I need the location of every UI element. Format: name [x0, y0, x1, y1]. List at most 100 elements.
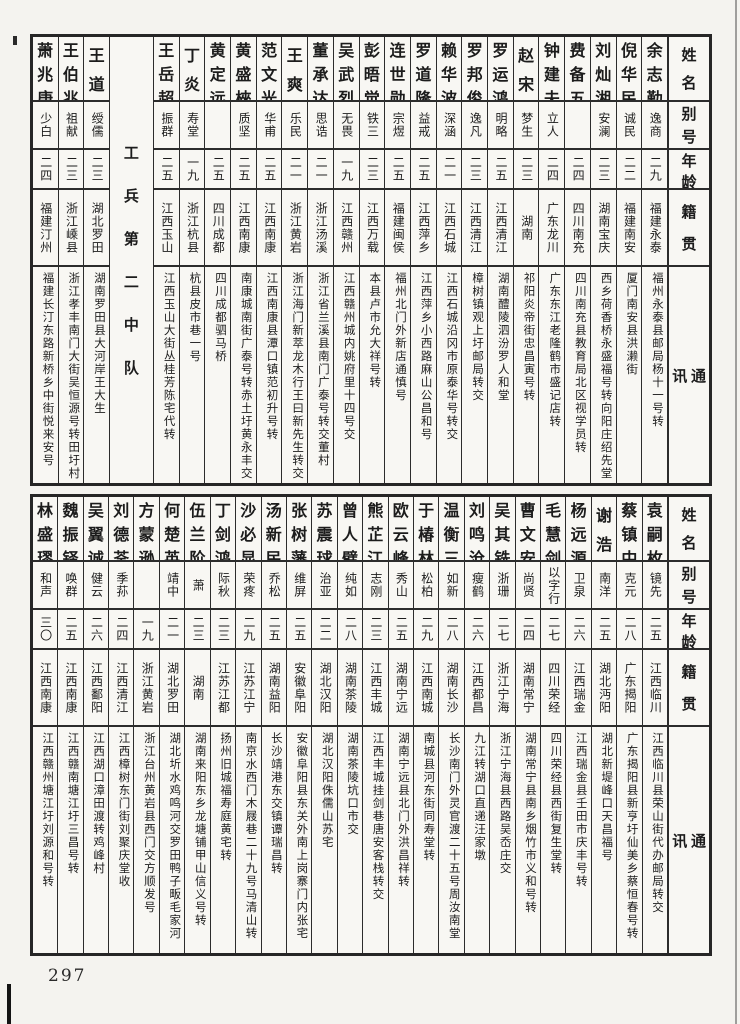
alias-cell: [205, 100, 231, 148]
alias-cell-text: 振群: [159, 112, 174, 138]
alias-cell-text: 镜先: [648, 572, 663, 598]
age-cell-text: 二八: [622, 616, 637, 642]
age-cell: 二五: [231, 148, 256, 188]
origin-cell: 湖北沔阳: [591, 648, 617, 725]
age-cell-text: 二四: [114, 616, 129, 642]
origin-cell-text: 江西清江: [494, 201, 509, 254]
origin-cell-text: 四川成都: [211, 201, 226, 254]
name-cell: 倪华民: [617, 37, 642, 100]
alias-cell: [565, 100, 590, 148]
age-cell: 二四: [565, 148, 590, 188]
origin-cell-text: 浙江汤溪: [314, 201, 329, 254]
alias-cell: 深涵: [436, 100, 462, 148]
address-cell: 浙江省兰溪县南门广泰号转交董村: [308, 265, 333, 483]
char-stack: 赖华波: [441, 41, 458, 100]
alias-cell-text: 逸凡: [468, 112, 483, 138]
origin-cell-text: 江西瑞金: [572, 661, 587, 714]
person-column: 苏震球治亚 二二 湖北汉阳 湖北汉阳侏儒山苏宅: [312, 497, 338, 953]
age-cell: 二六: [464, 608, 490, 648]
age-cell: 二五: [286, 608, 312, 648]
char-stack: 钟建夫: [543, 41, 560, 100]
unit-divider-label: 工兵第二中队: [123, 144, 139, 377]
char-stack: 倪华民: [620, 41, 637, 100]
age-cell-text: 二二: [622, 156, 637, 182]
alias-cell-text: 以字行: [546, 565, 561, 605]
alias-cell-text: 尚贤: [521, 572, 536, 598]
char-stack: 罗道隆: [415, 41, 432, 100]
alias-cell-text: 纯如: [343, 572, 358, 598]
address-cell: 湖南来阳东乡龙塘铺甲山信义号转: [185, 725, 210, 953]
age-cell-text: 二一: [442, 156, 457, 182]
char-stack: 谢浩: [595, 506, 612, 554]
char-stack: 沙必显: [240, 501, 257, 560]
origin-cell-text: 湖北沔阳: [597, 661, 612, 714]
origin-cell-text: 江西清江: [468, 201, 483, 254]
origin-cell: 湖南: [185, 648, 210, 725]
char-stack: 欧云峰: [392, 501, 409, 560]
age-cell: 二九: [236, 608, 261, 648]
address-cell: 安徽阜阳县东关外南上岗寨门内张宅: [286, 725, 312, 953]
alias-cell-text: 无畏: [339, 112, 354, 138]
unit-divider-column: 工兵第二中队: [110, 37, 154, 483]
age-cell-text: 二九: [419, 616, 434, 642]
alias-cell-text: 秀山: [394, 572, 409, 598]
origin-cell: 浙江杭县: [179, 188, 205, 265]
alias-cell-text: 益戒: [416, 112, 431, 138]
alias-cell: 南洋: [591, 560, 617, 608]
age-cell-text: 二三: [191, 616, 206, 642]
origin-cell-text: 湖南茶陵: [343, 661, 358, 714]
name-cell: 彭晤觉: [360, 37, 385, 100]
name-cell: 刘灿湘: [591, 37, 616, 100]
alias-cell: 际秋: [210, 560, 236, 608]
address-cell: 江西樟树东门街刘聚庆堂收: [109, 725, 134, 953]
name-cell: 于椿林: [414, 497, 438, 560]
name-cell: 欧云峰: [389, 497, 413, 560]
origin-cell-text: 广东揭阳: [622, 661, 637, 714]
alias-cell-text: 维屏: [292, 572, 307, 598]
person-column: 吴武烈无畏 一九 江西赣州 江西赣州城内姚府里十四号交: [333, 37, 360, 483]
alias-cell-text: 松柏: [419, 572, 434, 598]
origin-cell-text: 江苏江都: [216, 661, 231, 714]
char-stack: 毛慧剑: [545, 501, 562, 560]
alias-cell-text: 瘦鹤: [470, 572, 485, 598]
origin-cell-text: 江西南城: [419, 661, 434, 714]
name-cell: 费备五: [565, 37, 590, 100]
origin-cell: 浙江宁海: [490, 648, 515, 725]
person-column: 罗运鸿明略 二五 江西清江 湖南醴陵泗汾罗人和堂: [488, 37, 514, 483]
origin-cell-text: 福建南安: [622, 201, 637, 254]
name-cell: 林盛璆: [33, 497, 57, 560]
origin-cell: 湖北汉阳: [312, 648, 337, 725]
origin-cell: 江西南康: [231, 188, 256, 265]
person-column: 王道绶儒 二三 湖北罗田 湖南罗田县大河岸王大生: [84, 37, 110, 483]
person-column: 萧兆庚少白 二四 福建汀州 福建长汀东路新桥乡中街悦来安号: [32, 37, 59, 483]
alias-cell-text: 靖中: [165, 572, 180, 598]
row-label-alias: 别号: [669, 560, 709, 608]
name-cell: 余志勤: [642, 37, 667, 100]
char-stack: 蔡镇中: [621, 501, 638, 560]
origin-cell: 江西南康: [32, 648, 58, 725]
age-cell-text: 二五: [394, 616, 409, 642]
alias-cell-text: 际秋: [216, 572, 231, 598]
alias-cell: 卫泉: [566, 560, 591, 608]
origin-cell: 广东龙川: [539, 188, 565, 265]
alias-cell: 华甫: [256, 100, 282, 148]
char-stack: 伍兰阶: [189, 501, 206, 560]
person-column: 余志勤逸商 二九 福建永泰 福州永泰县邮局杨十一号转: [642, 37, 669, 483]
person-column: 丁炎寿堂 一九 浙江杭县 杭县皮市巷一号: [179, 37, 206, 483]
alias-cell-text: 如新: [445, 572, 460, 598]
origin-cell-text: 浙江宁海: [495, 661, 510, 714]
person-column: 钟建夫立人 二四 广东龙川 广东东江老隆鹤市盛记店转: [539, 37, 566, 483]
person-column: 费备五二四 四川南充 四川南充县教育局北区视学员转: [565, 37, 591, 483]
char-stack: 余志勤: [646, 41, 663, 100]
person-column: 董承达思诰 二一 浙江汤溪 浙江省兰溪县南门广泰号转交董村: [308, 37, 334, 483]
address-cell: 浙江海门新萃龙木行王曰新先生转交: [282, 265, 308, 483]
alias-cell-text: 卫泉: [572, 572, 587, 598]
alias-cell-text: 深涵: [442, 112, 457, 138]
address-cell: 江西萍乡小西路麻山公昌和号: [410, 265, 436, 483]
age-cell: 二五: [58, 608, 83, 648]
name-cell: 连世勋: [385, 37, 410, 100]
origin-cell: 湖北罗田: [84, 188, 109, 265]
origin-cell-text: 湖南宝庆: [596, 201, 611, 254]
age-cell: 二一: [436, 148, 462, 188]
alias-cell: 乔松: [261, 560, 286, 608]
